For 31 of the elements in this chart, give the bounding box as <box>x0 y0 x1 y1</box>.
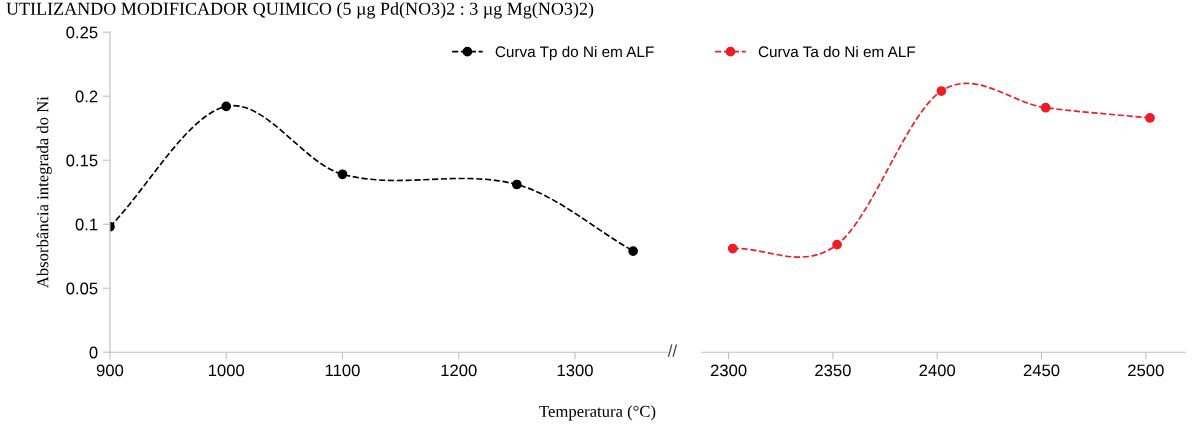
y-axis-title: Absorbância integrada do Ni <box>36 96 52 289</box>
x-tick-label: 2450 <box>1023 364 1060 377</box>
annotation: // <box>667 344 678 357</box>
chart-title: UTILIZANDO MODIFICADOR QUIMICO (5 µg Pd(NO3)2 : 3 µg Mg(NO3)2) <box>6 2 594 19</box>
x-axis-title: Temperatura (°C) <box>539 405 656 421</box>
y-tick-label: 0.2 <box>75 90 98 103</box>
x-tick-label: 1200 <box>441 364 477 377</box>
y-tick-label: 0.15 <box>66 154 98 167</box>
y-tick-label: 0 <box>89 346 98 359</box>
y-tick-label: 0.1 <box>75 218 98 231</box>
x-tick-label: 1000 <box>208 364 245 377</box>
point <box>512 179 522 190</box>
y-tick-label: 0.05 <box>66 282 98 295</box>
x-tick-label: 900 <box>96 364 124 377</box>
point <box>936 86 947 96</box>
point <box>727 243 738 254</box>
legend-label: Curva Ta do Ni em ALF <box>758 45 916 58</box>
point <box>221 101 232 112</box>
y-tick-label: 0.25 <box>66 26 98 39</box>
x-tick-label: 1300 <box>557 364 593 377</box>
legend-label: Curva Tp do Ni em ALF <box>495 45 654 61</box>
point <box>832 239 842 250</box>
x-tick-label: 1100 <box>325 364 360 377</box>
point <box>1040 102 1051 113</box>
point <box>1145 113 1155 123</box>
x-tick-label: 2300 <box>710 364 747 377</box>
x-tick-label: 2500 <box>1128 364 1164 377</box>
point <box>628 246 638 256</box>
x-tick-label: 2350 <box>815 364 851 377</box>
x-tick-label: 2400 <box>919 364 956 377</box>
point <box>337 169 348 180</box>
